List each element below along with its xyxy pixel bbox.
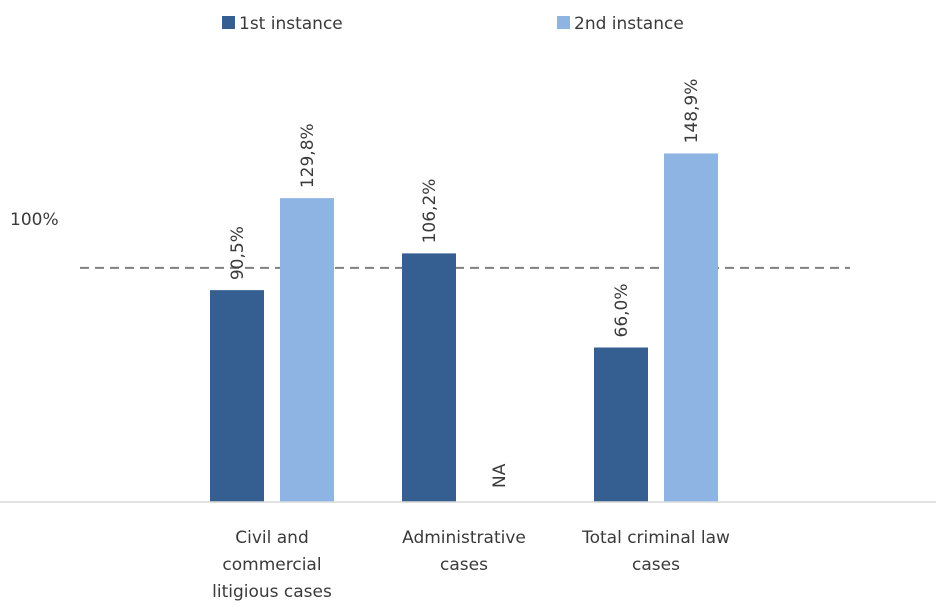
data-label: 129,8% xyxy=(298,123,318,188)
data-label-na: NA xyxy=(490,463,510,488)
data-label: 148,9% xyxy=(682,79,702,144)
bar-1-2 xyxy=(402,253,456,502)
category-label: litigious cases xyxy=(212,582,332,602)
category-label: commercial xyxy=(222,555,321,575)
reference-line-label: 100% xyxy=(10,210,59,230)
category-label: Total criminal law xyxy=(581,528,730,548)
legend-swatch-2 xyxy=(557,16,570,29)
legend-label-2: 2nd instance xyxy=(574,14,684,34)
legend-swatch-1 xyxy=(222,16,235,29)
category-label: Administrative xyxy=(402,528,526,548)
category-label: cases xyxy=(440,555,488,575)
data-label: 90,5% xyxy=(228,226,248,280)
legend-label-1: 1st instance xyxy=(239,14,343,34)
bar-2-3 xyxy=(664,153,718,502)
bar-2-1 xyxy=(280,198,334,503)
data-label: 106,2% xyxy=(420,179,440,244)
bar-1-1 xyxy=(210,290,264,502)
category-label: Civil and xyxy=(235,528,309,548)
bar-1-3 xyxy=(594,347,648,502)
category-label: cases xyxy=(632,555,680,575)
data-label: 66,0% xyxy=(612,283,632,337)
